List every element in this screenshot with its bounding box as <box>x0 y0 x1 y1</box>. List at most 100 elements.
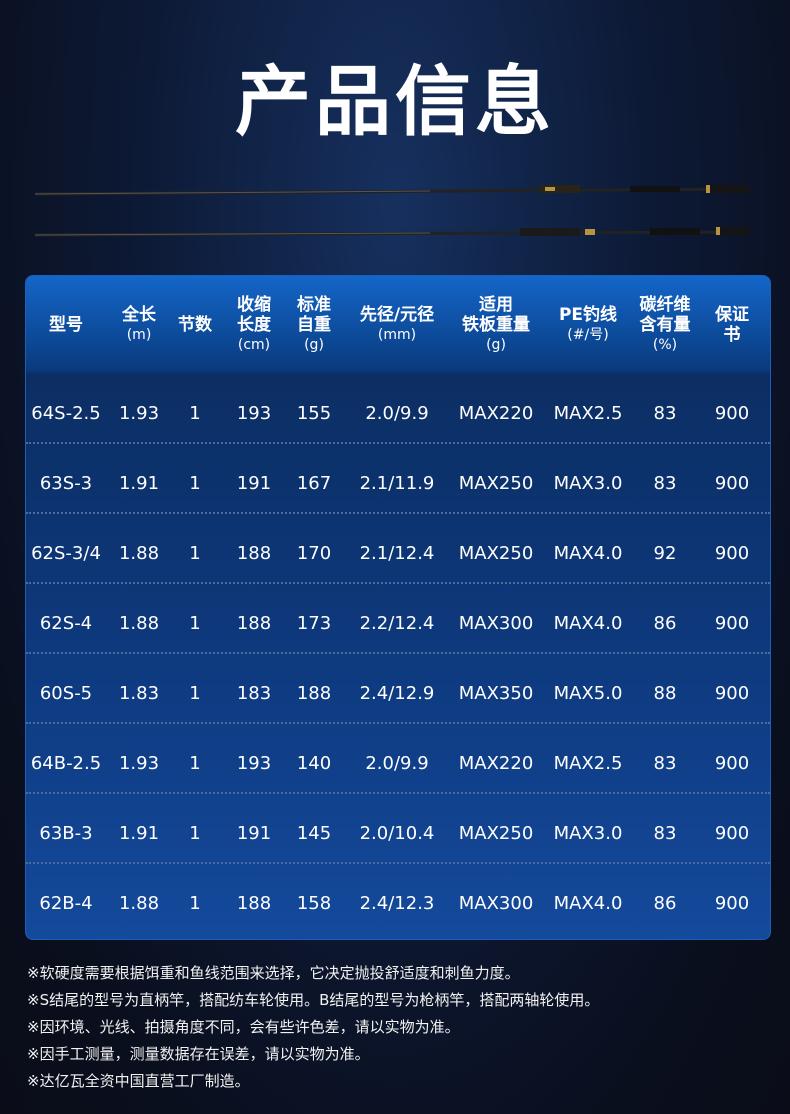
column-header: 全长 (m) <box>122 276 156 374</box>
table-header: 型号 全长 (m) 节数 收缩 长度 (cm) 标准 自重 (g) 先径/元径 (mm) 适用 铁板… <box>26 276 770 374</box>
column-header-label: 节数 <box>178 315 212 335</box>
page-title: 产品信息 <box>235 57 555 146</box>
column-header: 型号 <box>49 276 83 374</box>
table-cell: MAX4.0 <box>553 613 623 634</box>
table-cell: 900 <box>714 403 750 424</box>
table-cell: MAX250 <box>458 473 534 494</box>
table-cell: 2.4/12.3 <box>359 893 435 914</box>
table-cell: 1 <box>189 473 201 494</box>
spec-table: 型号 全长 (m) 节数 收缩 长度 (cm) 标准 自重 (g) 先径/元径 (mm) 适用 铁板… <box>25 275 771 940</box>
table-cell: MAX3.0 <box>553 823 623 844</box>
column-header-label: 标准 自重 <box>297 295 331 335</box>
table-cell: 1 <box>189 613 201 634</box>
table-cell: MAX4.0 <box>553 543 623 564</box>
table-cell: 2.4/12.9 <box>359 683 435 704</box>
column-header: 保证书 <box>713 276 751 374</box>
column-header-label: 适用 铁板重量 <box>462 295 530 335</box>
table-cell: 86 <box>653 893 677 914</box>
table-cell: 191 <box>236 823 272 844</box>
table-cell: MAX350 <box>458 683 534 704</box>
table-cell: 900 <box>714 823 750 844</box>
table-cell: 900 <box>714 543 750 564</box>
table-cell: MAX3.0 <box>553 473 623 494</box>
column-header: 标准 自重 (g) <box>297 276 331 374</box>
table-cell: MAX5.0 <box>553 683 623 704</box>
table-cell: 1 <box>189 753 201 774</box>
column-header-unit: (#/号) <box>567 327 609 343</box>
table-cell: MAX2.5 <box>553 753 623 774</box>
column-header: 先径/元径 (mm) <box>360 276 434 374</box>
table-row: 63S-3 1.91 1 191 167 2.1/11.9 MAX250 MAX3.0 83 90… <box>26 444 770 514</box>
column-header-unit: (mm) <box>377 327 417 343</box>
table-cell: 83 <box>653 473 677 494</box>
table-cell: 64S-2.5 <box>31 403 101 424</box>
column-header-unit: (%) <box>652 337 678 353</box>
table-cell: 155 <box>296 403 332 424</box>
table-cell: 2.1/12.4 <box>359 543 435 564</box>
table-cell: 63S-3 <box>39 473 93 494</box>
table-cell: 60S-5 <box>39 683 93 704</box>
column-header-unit: (cm) <box>237 337 271 353</box>
table-cell: MAX2.5 <box>553 403 623 424</box>
table-row: 62S-4 1.88 1 188 173 2.2/12.4 MAX300 MAX4.0 86 90… <box>26 584 770 654</box>
table-cell: 191 <box>236 473 272 494</box>
table-cell: MAX220 <box>458 753 534 774</box>
column-header: 碳纤维 含有量 (%) <box>640 276 691 374</box>
notes: ※软硬度需要根据饵重和鱼线范围来选择，它决定抛投舒适度和刺鱼力度。 ※S结尾的型… <box>27 960 599 1095</box>
column-header-unit: (g) <box>486 337 506 353</box>
note: ※因手工测量，测量数据存在误差，请以实物为准。 <box>27 1045 370 1063</box>
table-cell: MAX300 <box>458 613 534 634</box>
column-header-unit: (g) <box>304 337 324 353</box>
table-cell: 62S-3/4 <box>31 543 101 564</box>
fishing-rods-image <box>34 185 751 237</box>
column-header: 适用 铁板重量 (g) <box>462 276 530 374</box>
table-cell: MAX300 <box>458 893 534 914</box>
column-header: PE钓线 (#/号) <box>559 276 617 374</box>
table-cell: 92 <box>653 543 677 564</box>
column-header-label: PE钓线 <box>558 305 618 325</box>
column-header-label: 先径/元径 <box>359 305 435 325</box>
table-cell: 88 <box>653 683 677 704</box>
table-cell: 1 <box>189 543 201 564</box>
table-cell: 188 <box>236 543 272 564</box>
table-cell: 145 <box>296 823 332 844</box>
note: ※软硬度需要根据饵重和鱼线范围来选择，它决定抛投舒适度和刺鱼力度。 <box>27 964 520 982</box>
table-cell: 1.91 <box>118 823 160 844</box>
table-cell: 1.88 <box>118 893 160 914</box>
table-cell: 1.93 <box>118 753 160 774</box>
table-cell: MAX4.0 <box>553 893 623 914</box>
table-cell: 140 <box>296 753 332 774</box>
table-cell: 62S-4 <box>39 613 93 634</box>
table-cell: 83 <box>653 753 677 774</box>
column-header-label: 收缩 长度 <box>237 295 271 335</box>
table-body: 64S-2.5 1.93 1 193 155 2.0/9.9 MAX220 MAX2.5 83 9… <box>26 374 770 934</box>
table-cell: MAX250 <box>458 543 534 564</box>
table-cell: 62B-4 <box>39 893 93 914</box>
column-header-unit: (m) <box>126 327 152 343</box>
table-cell: 193 <box>236 403 272 424</box>
table-cell: 1.88 <box>118 543 160 564</box>
table-cell: 173 <box>296 613 332 634</box>
table-cell: 900 <box>714 893 750 914</box>
table-cell: 1 <box>189 683 201 704</box>
table-cell: 167 <box>296 473 332 494</box>
table-cell: 900 <box>714 753 750 774</box>
table-cell: 193 <box>236 753 272 774</box>
note: ※因环境、光线、拍摄角度不同，会有些许色差，请以实物为准。 <box>27 1018 460 1036</box>
table-cell: 188 <box>296 683 332 704</box>
table-cell: 158 <box>296 893 332 914</box>
table-cell: 1.91 <box>118 473 160 494</box>
table-cell: 1.83 <box>118 683 160 704</box>
table-cell: 1 <box>189 893 201 914</box>
spinning-rod <box>34 185 751 196</box>
table-cell: 83 <box>653 403 677 424</box>
table-cell: 188 <box>236 613 272 634</box>
table-cell: 188 <box>236 893 272 914</box>
table-row: 62S-3/4 1.88 1 188 170 2.1/12.4 MAX250 MAX4.0 92… <box>26 514 770 584</box>
column-header-label: 型号 <box>49 315 83 335</box>
table-cell: 900 <box>714 473 750 494</box>
table-cell: MAX250 <box>458 823 534 844</box>
table-cell: 2.2/12.4 <box>359 613 435 634</box>
casting-rod <box>34 227 751 237</box>
table-cell: 183 <box>236 683 272 704</box>
